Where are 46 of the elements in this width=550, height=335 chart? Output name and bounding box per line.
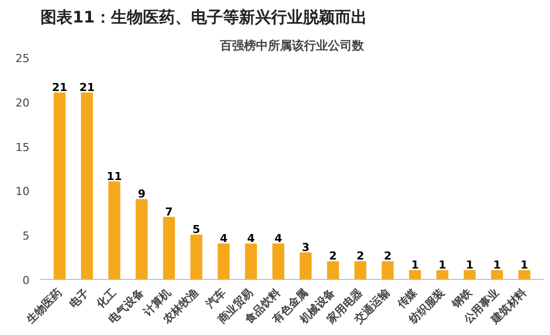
data-label: 9 bbox=[138, 188, 146, 201]
data-label: 1 bbox=[411, 258, 419, 272]
bar bbox=[518, 270, 530, 280]
bar bbox=[163, 216, 175, 280]
data-label: 1 bbox=[438, 258, 446, 272]
chart-title: 图表11：生物医药、电子等新兴行业脱颖而出 bbox=[40, 8, 367, 26]
data-label: 4 bbox=[220, 232, 228, 245]
bar bbox=[382, 261, 394, 280]
data-label: 2 bbox=[356, 250, 364, 263]
data-label: 1 bbox=[520, 258, 528, 272]
data-label: 2 bbox=[384, 250, 392, 263]
data-label: 21 bbox=[52, 81, 68, 94]
bar bbox=[245, 243, 257, 280]
x-tick-label: 生物医药 bbox=[23, 286, 64, 327]
bar bbox=[300, 252, 312, 280]
bar bbox=[409, 270, 421, 280]
bar bbox=[218, 243, 230, 280]
data-label: 21 bbox=[79, 81, 95, 94]
data-label: 4 bbox=[274, 232, 283, 245]
data-label: 1 bbox=[493, 258, 501, 272]
y-tick-label: 25 bbox=[16, 52, 30, 65]
bar bbox=[272, 243, 284, 280]
bar bbox=[327, 261, 339, 280]
y-tick-label: 20 bbox=[16, 96, 30, 110]
bar bbox=[436, 270, 448, 280]
data-label: 4 bbox=[247, 232, 256, 245]
bar bbox=[136, 199, 148, 280]
data-label: 2 bbox=[329, 250, 337, 263]
bar bbox=[108, 181, 120, 280]
x-tick-label: 电子 bbox=[66, 286, 92, 311]
bar bbox=[54, 92, 66, 280]
y-tick-label: 15 bbox=[16, 140, 30, 154]
y-tick-label: 10 bbox=[16, 185, 30, 198]
data-label: 3 bbox=[302, 240, 310, 254]
y-tick-label: 5 bbox=[22, 230, 30, 243]
data-label: 7 bbox=[165, 205, 173, 218]
data-label: 5 bbox=[192, 223, 200, 236]
chart-subtitle: 百强榜中所属该行业公司数 bbox=[219, 38, 365, 52]
bar bbox=[464, 270, 476, 280]
y-tick-label: 0 bbox=[22, 274, 30, 287]
bar bbox=[354, 261, 366, 280]
data-label: 11 bbox=[106, 170, 122, 183]
bar bbox=[190, 234, 202, 280]
bar bbox=[81, 92, 93, 280]
bar bbox=[491, 270, 503, 280]
data-label: 1 bbox=[466, 258, 474, 272]
